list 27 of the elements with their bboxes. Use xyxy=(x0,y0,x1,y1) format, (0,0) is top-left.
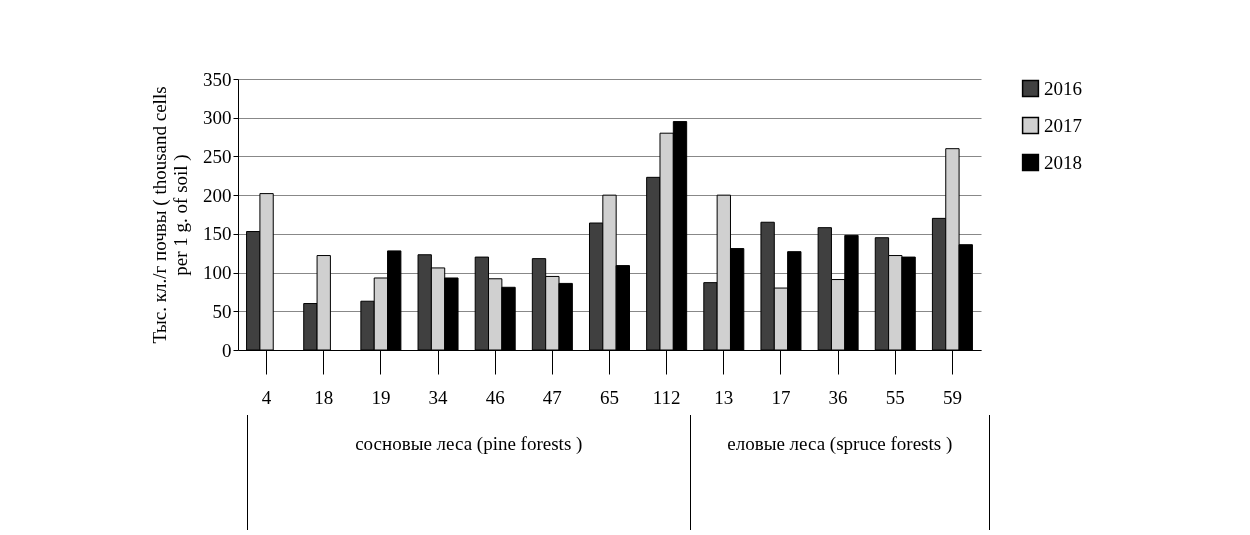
x-tick-label: 59 xyxy=(942,386,962,408)
y-tick-label: 0 xyxy=(222,339,232,361)
x-tick-label: 13 xyxy=(714,386,734,408)
x-tick-label: 55 xyxy=(885,386,905,408)
y-tick-label: 250 xyxy=(203,145,232,167)
y-tick-label: 50 xyxy=(212,300,232,322)
x-tick-label: 34 xyxy=(428,386,449,408)
legend-label: 2018 xyxy=(1044,151,1082,173)
x-tick-label: 47 xyxy=(542,386,562,408)
y-tick-label: 100 xyxy=(203,262,232,284)
y-tick-label: 200 xyxy=(203,184,232,206)
text: сосновые леса (pine forests ) xyxy=(247,415,690,530)
legend-label: 2016 xyxy=(1044,77,1082,99)
y-tick-label: 150 xyxy=(203,223,232,245)
x-tick-label: 65 xyxy=(600,386,619,408)
x-tick-label: 4 xyxy=(261,386,272,408)
x-tick-label: 112 xyxy=(652,386,681,408)
x-tick-label: 17 xyxy=(771,386,791,408)
legend-label: 2017 xyxy=(1044,114,1082,136)
y-tick-label: 350 xyxy=(203,68,232,90)
y-axis-title: Тыс. кл./г почвы ( thousand cells per 1 g. of soil ) xyxy=(149,86,192,344)
x-tick-label: 36 xyxy=(828,386,848,408)
y-tick-label: 300 xyxy=(203,107,232,129)
x-tick-label: 46 xyxy=(485,386,505,408)
x-tick-label: 19 xyxy=(371,386,391,408)
text: еловые леса (spruce forests ) xyxy=(689,415,990,530)
x-tick-label: 18 xyxy=(314,386,334,408)
